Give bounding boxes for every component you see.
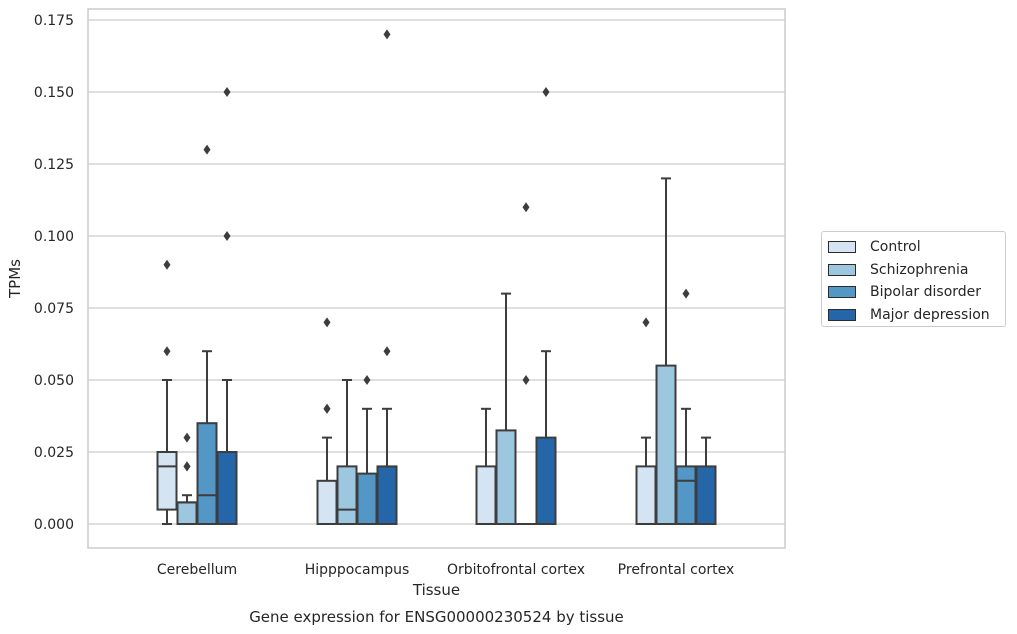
outlier-point: [163, 259, 171, 270]
y-tick-labels: 0.000 0.025 0.050 0.075 0.100 0.125 0.150 0.175: [34, 13, 74, 533]
box-control: [316, 317, 338, 525]
y-tick-label: 0.025: [34, 445, 74, 461]
outlier-point: [522, 202, 530, 213]
outlier-point: [223, 87, 231, 97]
legend-swatch: [828, 286, 856, 299]
x-tick-label: Cerebellum: [157, 562, 237, 578]
box: [655, 364, 677, 525]
box-control: [635, 317, 657, 525]
outlier-point: [682, 288, 690, 299]
legend: Control Schizophrenia Bipolar disorder Majo…: [821, 231, 1006, 327]
box-bipolar-disorder: [675, 288, 697, 525]
outlier-point: [323, 317, 331, 328]
y-tick-label: 0.150: [34, 85, 74, 101]
legend-swatch: [828, 241, 856, 254]
box-schizophrenia: [655, 177, 677, 525]
legend-swatch: [828, 308, 856, 321]
legend-label: Major depression: [870, 306, 990, 323]
legend-label: Schizophrenia: [870, 261, 969, 278]
outlier-point: [203, 144, 211, 155]
outlier-point: [183, 432, 191, 443]
outlier-point: [323, 403, 331, 414]
box: [176, 501, 198, 525]
y-tick-label: 0.000: [34, 517, 74, 533]
legend-item: Control: [828, 236, 1005, 259]
x-tick-label: Hipppocampus: [305, 562, 410, 578]
outlier-point: [642, 317, 650, 328]
box-bipolar-disorder: [515, 202, 537, 526]
box: [695, 465, 717, 525]
y-tick-label: 0.100: [34, 229, 74, 245]
chart-caption: Gene expression for ENSG00000230524 by t…: [249, 608, 624, 626]
box-schizophrenia: [495, 292, 517, 525]
outlier-point: [542, 87, 550, 97]
box: [216, 451, 238, 525]
box-major-depression: [535, 87, 557, 526]
legend-label: Bipolar disorder: [870, 284, 982, 301]
legend-label: Control: [870, 239, 921, 256]
x-tick-label: Orbitofrontal cortex: [447, 562, 585, 578]
box-control: [475, 407, 497, 525]
outlier-point: [183, 461, 191, 472]
box-major-depression: [695, 436, 717, 525]
box: [495, 429, 517, 525]
grid-lines: [88, 19, 785, 525]
legend-item: Schizophrenia: [828, 259, 1005, 282]
legend-swatch: [828, 263, 856, 276]
box: [356, 472, 378, 526]
box-major-depression: [216, 87, 238, 525]
box: [156, 451, 178, 511]
x-tick-labels: Cerebellum Hipppocampus Orbitofrontal cort…: [157, 562, 734, 578]
x-axis-label: Tissue: [412, 581, 460, 599]
box: [635, 465, 657, 525]
box-schizophrenia: [176, 432, 198, 525]
outlier-point: [383, 346, 391, 357]
legend-item: Major depression: [828, 304, 1005, 327]
box: [475, 465, 497, 525]
y-tick-label: 0.050: [34, 373, 74, 389]
box: [196, 422, 218, 526]
y-tick-label: 0.175: [34, 13, 74, 29]
box: [535, 436, 557, 526]
plot-frame: [87, 8, 786, 549]
box: [376, 465, 398, 525]
outlier-point: [522, 375, 530, 385]
x-tick-label: Prefrontal cortex: [618, 562, 735, 578]
y-tick-label: 0.125: [34, 157, 74, 173]
outlier-point: [363, 375, 371, 385]
y-axis-label: TPMs: [6, 259, 24, 299]
box: [675, 465, 697, 525]
box-bipolar-disorder: [356, 375, 378, 526]
box-schizophrenia: [336, 379, 358, 525]
outlier-point: [223, 231, 231, 241]
box: [316, 479, 338, 525]
box-major-depression: [376, 29, 398, 525]
box-plots: [156, 29, 717, 526]
box-control: [156, 259, 178, 525]
legend-item: Bipolar disorder: [828, 281, 1005, 304]
y-tick-label: 0.075: [34, 301, 74, 317]
outlier-point: [383, 29, 391, 40]
outlier-point: [163, 346, 171, 357]
box: [336, 465, 358, 525]
box-bipolar-disorder: [196, 144, 218, 526]
